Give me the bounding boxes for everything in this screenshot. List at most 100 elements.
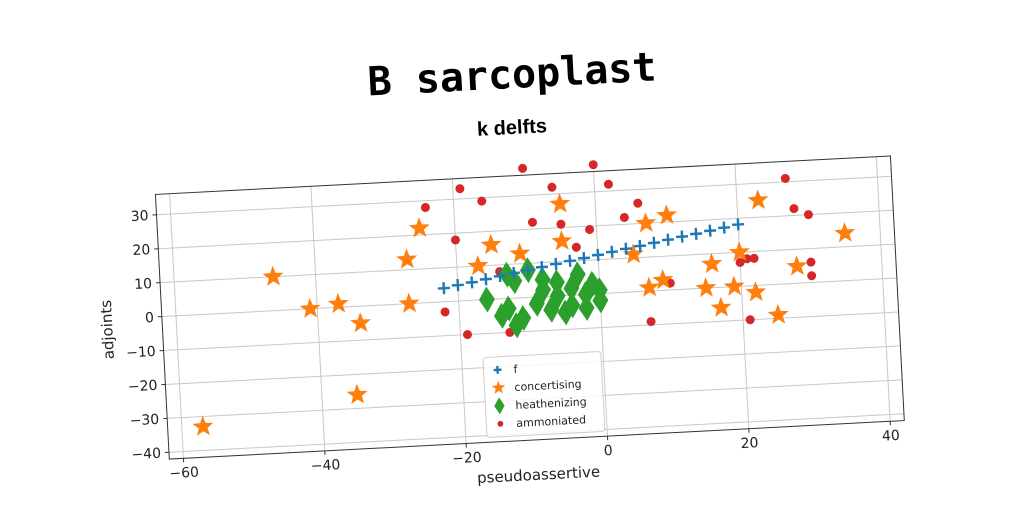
concertising-point [467, 254, 489, 276]
x-grid-line [310, 186, 326, 451]
heathenizing-point [578, 294, 595, 321]
x-tick-label: −40 [310, 457, 340, 475]
ammoniated-point [735, 257, 745, 267]
heathenizing-point [500, 295, 517, 322]
concertising-point [656, 204, 678, 225]
x-axis-label: pseudoassertive [477, 463, 601, 487]
ammoniated-point [455, 184, 465, 194]
y-ticks: −40 −30 −20 −10 0 10 20 30 [126, 208, 169, 464]
concertising-point [327, 292, 349, 314]
heathenizing-point [543, 296, 560, 323]
legend-marker-ammoniated [497, 420, 504, 427]
heathenizing-point [548, 269, 565, 296]
ammoniated-point [789, 204, 799, 214]
heathenizing-point [534, 266, 551, 293]
ammoniated-point [556, 219, 566, 229]
ammoniated-point [745, 315, 755, 325]
concertising-point [346, 383, 368, 404]
concertising-point [710, 296, 732, 317]
ammoniated-point [420, 203, 430, 213]
concertising-point [396, 248, 418, 269]
legend-marker-concertising [491, 380, 506, 394]
ammoniated-point [463, 330, 473, 340]
concertising-point [549, 192, 571, 214]
heathenizing-point [592, 287, 609, 314]
x-tick-label: −20 [452, 450, 482, 468]
f-point [661, 233, 675, 246]
x-grid-line [169, 193, 184, 459]
ammoniated-point [806, 257, 816, 267]
x-grid-line [875, 156, 891, 422]
ammoniated-point [780, 173, 790, 183]
legend-marker-f [493, 365, 502, 374]
ammoniated-point [633, 198, 643, 208]
concertising-point [834, 222, 856, 243]
concertising-point [652, 269, 674, 290]
plot-area [155, 155, 905, 460]
concertising-point [408, 217, 430, 238]
concertising-point [695, 277, 717, 298]
x-grid-line [451, 178, 467, 444]
ammoniated-point [646, 317, 656, 327]
concertising-point [638, 276, 660, 297]
y-tick-label: 20 [132, 242, 151, 259]
f-point [465, 276, 478, 289]
f-point [633, 239, 647, 252]
heathenizing-point [569, 261, 586, 288]
f-point [647, 236, 661, 249]
f-point [718, 221, 731, 234]
y-tick-label: −20 [128, 378, 158, 396]
concertising-point [747, 189, 769, 210]
heathenizing-point [515, 305, 532, 332]
f-point [535, 261, 548, 274]
concertising-point [728, 241, 750, 262]
ammoniated-point [807, 271, 817, 281]
heathenizing-point [508, 312, 525, 339]
legend-marker-heathenizing [494, 397, 505, 415]
y-grid-line [158, 209, 894, 250]
concertising-point [480, 233, 502, 255]
heathenizing-point [478, 286, 495, 313]
y-grid-line [161, 277, 897, 318]
legend-label-f: f [513, 363, 519, 376]
y-tick-label: 0 [145, 310, 155, 326]
x-tick-label: 20 [740, 435, 759, 452]
f-point [507, 266, 520, 280]
f-point [690, 227, 703, 240]
concertising-point [701, 252, 723, 274]
f-point [732, 218, 745, 231]
y-tick-label: 10 [134, 276, 153, 293]
y-tick-label: −40 [131, 446, 161, 464]
ammoniated-point [547, 182, 557, 192]
x-tick-label: −60 [169, 465, 199, 483]
f-point [549, 257, 562, 271]
f-point [619, 242, 633, 255]
ammoniated-point [603, 179, 613, 189]
y-grid-line [156, 175, 892, 216]
x-ticks: −60 −40 −20 0 20 40 [169, 421, 900, 483]
ammoniated-point [450, 235, 460, 245]
legend-label-concertising: concertising [514, 377, 582, 393]
concertising-point [398, 292, 420, 313]
f-point [605, 245, 619, 258]
concertising-point [723, 275, 745, 296]
heathenizing-point [564, 292, 581, 319]
ammoniated-point [749, 253, 759, 263]
legend-label-heathenizing: heathenizing [515, 395, 587, 412]
concertising-point [635, 212, 657, 233]
concertising-point [622, 243, 644, 264]
heathenizing-point [563, 275, 580, 302]
ammoniated-point [803, 210, 813, 220]
legend-label-ammoniated: ammoniated [516, 413, 586, 430]
f-point [563, 254, 576, 267]
ammoniated-point [588, 160, 598, 170]
plot-frame [154, 155, 905, 460]
f-point [676, 230, 689, 243]
concertising-point [299, 297, 321, 319]
ammoniated-point [477, 196, 487, 206]
concertising-point [349, 312, 371, 333]
concertising-point [551, 230, 573, 251]
ammoniated-point [619, 212, 629, 222]
f-point [493, 270, 506, 283]
